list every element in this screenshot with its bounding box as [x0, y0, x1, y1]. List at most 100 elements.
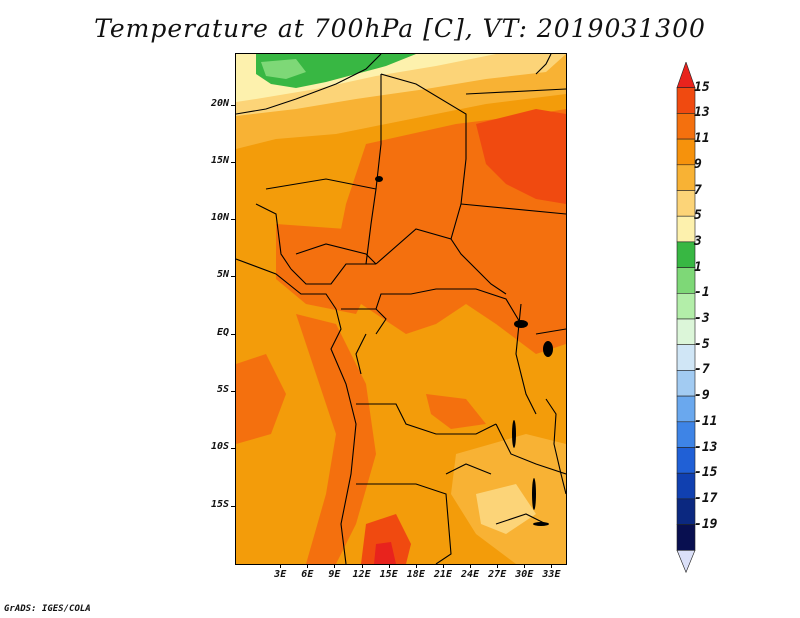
colorbar-label: -15 — [694, 465, 718, 481]
field-band-13b — [361, 514, 411, 564]
longitude-tick-label: 21E — [433, 569, 452, 580]
latitude-tick-mark — [231, 448, 235, 450]
longitude-tick-label: 12E — [352, 569, 371, 580]
coastline — [330, 308, 357, 564]
border-line — [445, 463, 492, 475]
latitude-tick-mark — [231, 104, 235, 106]
border-line — [355, 333, 367, 375]
latitude-tick-mark — [231, 161, 235, 163]
border-line — [375, 228, 507, 295]
colorbar-label: 1 — [694, 259, 702, 275]
colorbar — [676, 62, 696, 574]
latitude-tick-label: 15S — [210, 498, 229, 510]
border-line — [465, 88, 566, 95]
longitude-tick-mark — [334, 564, 336, 568]
colorbar-segment — [676, 447, 696, 474]
colorbar-segment — [676, 190, 696, 217]
border-line — [236, 54, 382, 115]
colorbar-segment — [676, 62, 696, 89]
colorbar-label: -3 — [694, 311, 710, 326]
latitude-tick-label: 15N — [210, 154, 229, 166]
field-band-11d — [236, 354, 286, 444]
longitude-tick-label: 24E — [461, 569, 480, 580]
colorbar-under-triangle — [676, 549, 696, 574]
borders-layer — [236, 54, 566, 564]
border-line — [380, 73, 467, 240]
colorbar-label: -1 — [694, 285, 710, 301]
latitude-tick-label: 10S — [210, 441, 229, 453]
colorbar-segment — [676, 344, 696, 371]
lake — [375, 176, 383, 182]
colorbar-label: -19 — [694, 516, 718, 532]
longitude-tick-label: 18E — [406, 569, 425, 580]
colorbar-segment — [676, 318, 696, 346]
longitude-tick-mark — [524, 564, 526, 568]
colorbar-segment — [676, 370, 696, 397]
credit-text: GrADS: IGES/COLA — [4, 604, 91, 614]
colorbar-label: -17 — [694, 490, 718, 506]
colorbar-segment — [676, 498, 696, 525]
longitude-tick-label: 30E — [515, 569, 534, 580]
field-band-neg1 — [261, 59, 306, 79]
longitude-tick-mark — [307, 564, 309, 568]
colorbar-segment — [676, 421, 696, 448]
colorbar-segment — [676, 164, 696, 191]
longitude-tick-mark — [361, 564, 363, 568]
chart-title: Temperature at 700hPa [C], VT: 201903130… — [94, 14, 706, 43]
field-band-9 — [386, 334, 536, 434]
temperature-field-map — [236, 54, 566, 564]
border-line — [356, 403, 497, 435]
latitude-tick-label: 20N — [210, 97, 229, 109]
colorbar-segment — [676, 293, 696, 320]
colorbar-segment — [676, 524, 696, 551]
field-band-5b — [476, 484, 536, 534]
border-line — [515, 303, 537, 415]
field-band-11c — [296, 314, 376, 564]
longitude-tick-mark — [280, 564, 282, 568]
latitude-tick-mark — [231, 333, 235, 335]
colorbar-label: -7 — [694, 362, 710, 378]
longitude-tick-label: 33E — [542, 569, 561, 580]
lakes-layer — [375, 176, 553, 526]
colorbar-segment — [676, 241, 696, 268]
colorbar-label: 3 — [694, 233, 702, 249]
longitude-tick-mark — [470, 564, 472, 568]
longitude-tick-label: 27E — [488, 569, 507, 580]
longitude-tick-mark — [551, 564, 553, 568]
border-line — [295, 243, 377, 265]
coastline — [545, 398, 566, 495]
border-line — [495, 423, 566, 475]
colorbar-label: -5 — [694, 336, 710, 352]
map-plot-area — [235, 53, 567, 565]
coastline — [236, 258, 337, 310]
border-line — [265, 178, 377, 190]
latitude-tick-mark — [231, 391, 235, 393]
latitude-tick-mark — [231, 219, 235, 221]
colorbar-label: -9 — [694, 388, 710, 404]
longitude-tick-label: 15E — [379, 569, 398, 580]
longitude-tick-mark — [497, 564, 499, 568]
colorbar-label: 15 — [694, 79, 710, 95]
colorbar-label: 5 — [694, 208, 702, 224]
latitude-tick-label: 5N — [216, 269, 229, 281]
longitude-tick-mark — [388, 564, 390, 568]
border-line — [535, 54, 552, 75]
border-line — [356, 483, 452, 564]
border-line — [341, 308, 387, 335]
border-line — [535, 328, 566, 335]
field-band-11e — [426, 394, 486, 429]
longitude-tick-label: 9E — [328, 569, 341, 580]
lake — [514, 320, 528, 328]
border-line — [460, 203, 566, 215]
field-band-15 — [374, 542, 396, 564]
colorbar-segment — [676, 472, 696, 500]
border-line — [495, 513, 547, 525]
latitude-tick-mark — [231, 505, 235, 507]
latitude-tick-mark — [231, 276, 235, 278]
lake — [512, 420, 516, 448]
colorbar-label: -13 — [694, 439, 718, 455]
colorbar-segment — [676, 113, 696, 140]
colorbar-segment — [676, 267, 696, 294]
border-line — [255, 203, 292, 270]
field-band-13 — [476, 109, 566, 204]
